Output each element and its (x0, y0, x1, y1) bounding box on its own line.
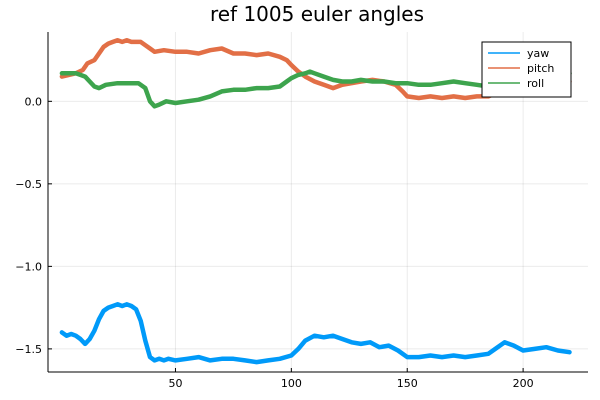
x-axis-ticks: 50 100 150 200 (168, 368, 534, 390)
x-tick-label: 200 (513, 377, 534, 390)
series-line-roll (59, 69, 572, 109)
y-tick-label: −0.5 (15, 178, 42, 191)
y-axis-ticks: 0.0 −0.5 −1.0 −1.5 (15, 95, 52, 356)
y-tick-label: 0.0 (25, 95, 43, 108)
legend: yaw pitch roll (481, 41, 572, 98)
chart-title: ref 1005 euler angles (210, 2, 424, 26)
legend-label-pitch: pitch (527, 62, 554, 75)
x-tick-label: 100 (281, 377, 302, 390)
legend-box (481, 41, 572, 98)
axes (47, 32, 588, 373)
series-line-pitch (59, 38, 572, 101)
y-tick-label: −1.5 (15, 343, 42, 356)
series-lines (59, 38, 572, 365)
legend-label-yaw: yaw (527, 47, 549, 60)
y-tick-label: −1.0 (15, 260, 42, 273)
series-line-yaw (59, 302, 572, 365)
x-tick-label: 150 (397, 377, 418, 390)
x-tick-label: 50 (168, 377, 182, 390)
legend-label-roll: roll (527, 77, 544, 90)
